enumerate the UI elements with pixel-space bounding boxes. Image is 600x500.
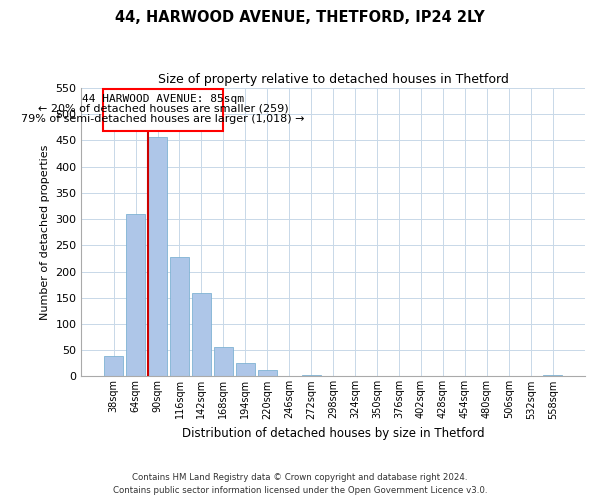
Text: 79% of semi-detached houses are larger (1,018) →: 79% of semi-detached houses are larger (… bbox=[21, 114, 305, 124]
Bar bbox=[302, 375, 320, 376]
Bar bbox=[148, 137, 167, 376]
Bar bbox=[214, 346, 233, 376]
Y-axis label: Number of detached properties: Number of detached properties bbox=[40, 144, 50, 320]
Text: Contains HM Land Registry data © Crown copyright and database right 2024.
Contai: Contains HM Land Registry data © Crown c… bbox=[113, 474, 487, 495]
Bar bbox=[104, 356, 123, 376]
Bar bbox=[170, 257, 189, 376]
Text: 44, HARWOOD AVENUE, THETFORD, IP24 2LY: 44, HARWOOD AVENUE, THETFORD, IP24 2LY bbox=[115, 10, 485, 25]
Title: Size of property relative to detached houses in Thetford: Size of property relative to detached ho… bbox=[158, 72, 509, 86]
FancyBboxPatch shape bbox=[103, 89, 223, 131]
Bar bbox=[258, 370, 277, 376]
Bar bbox=[126, 214, 145, 376]
Bar bbox=[236, 364, 254, 376]
Text: ← 20% of detached houses are smaller (259): ← 20% of detached houses are smaller (25… bbox=[38, 104, 289, 114]
X-axis label: Distribution of detached houses by size in Thetford: Distribution of detached houses by size … bbox=[182, 427, 485, 440]
Text: 44 HARWOOD AVENUE: 85sqm: 44 HARWOOD AVENUE: 85sqm bbox=[82, 94, 244, 104]
Bar bbox=[192, 292, 211, 376]
